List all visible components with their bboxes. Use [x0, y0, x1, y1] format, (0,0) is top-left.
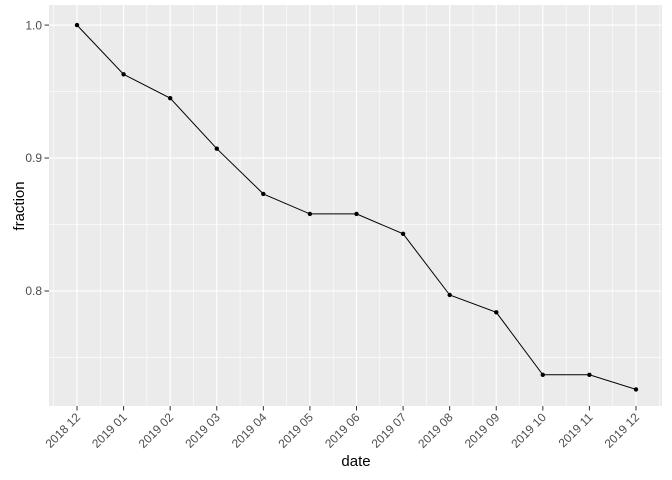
x-tick-label: 2019 01 [89, 410, 130, 451]
data-point [494, 310, 499, 315]
series-layer [74, 22, 639, 392]
plot-panel [49, 5, 662, 406]
y-axis-title: fraction [11, 181, 28, 230]
y-tick-label: 1.0 [25, 18, 42, 32]
x-tick-label: 2019 04 [229, 410, 270, 451]
x-axis-title: date [341, 453, 370, 470]
data-point [540, 372, 545, 377]
x-tick-label: 2019 06 [322, 410, 363, 451]
data-point [168, 96, 173, 101]
x-tick-label: 2019 02 [136, 410, 177, 451]
y-tick-label: 0.9 [25, 151, 42, 165]
data-point [307, 211, 313, 217]
data-point [400, 231, 406, 236]
data-point [261, 191, 266, 197]
x-tick-label: 2018 12 [43, 410, 84, 451]
x-tick-label: 2019 03 [182, 410, 223, 451]
data-point [447, 292, 452, 298]
x-tick-label: 2019 12 [602, 410, 643, 451]
x-tick-label: 2019 05 [275, 410, 316, 451]
data-point [633, 387, 639, 392]
x-tick-label: 2019 07 [369, 410, 410, 451]
data-point [74, 22, 80, 28]
y-tick-label: 0.8 [25, 284, 42, 298]
x-tick-label: 2019 08 [415, 410, 456, 451]
x-tick-label: 2019 09 [462, 410, 503, 451]
data-point [354, 211, 359, 217]
data-point [587, 372, 592, 377]
plot-panel-layer [49, 5, 662, 406]
data-point [121, 72, 126, 77]
x-tick-label: 2019 11 [556, 410, 596, 450]
data-point [214, 146, 219, 151]
x-tick-label: 2019 10 [508, 410, 549, 451]
